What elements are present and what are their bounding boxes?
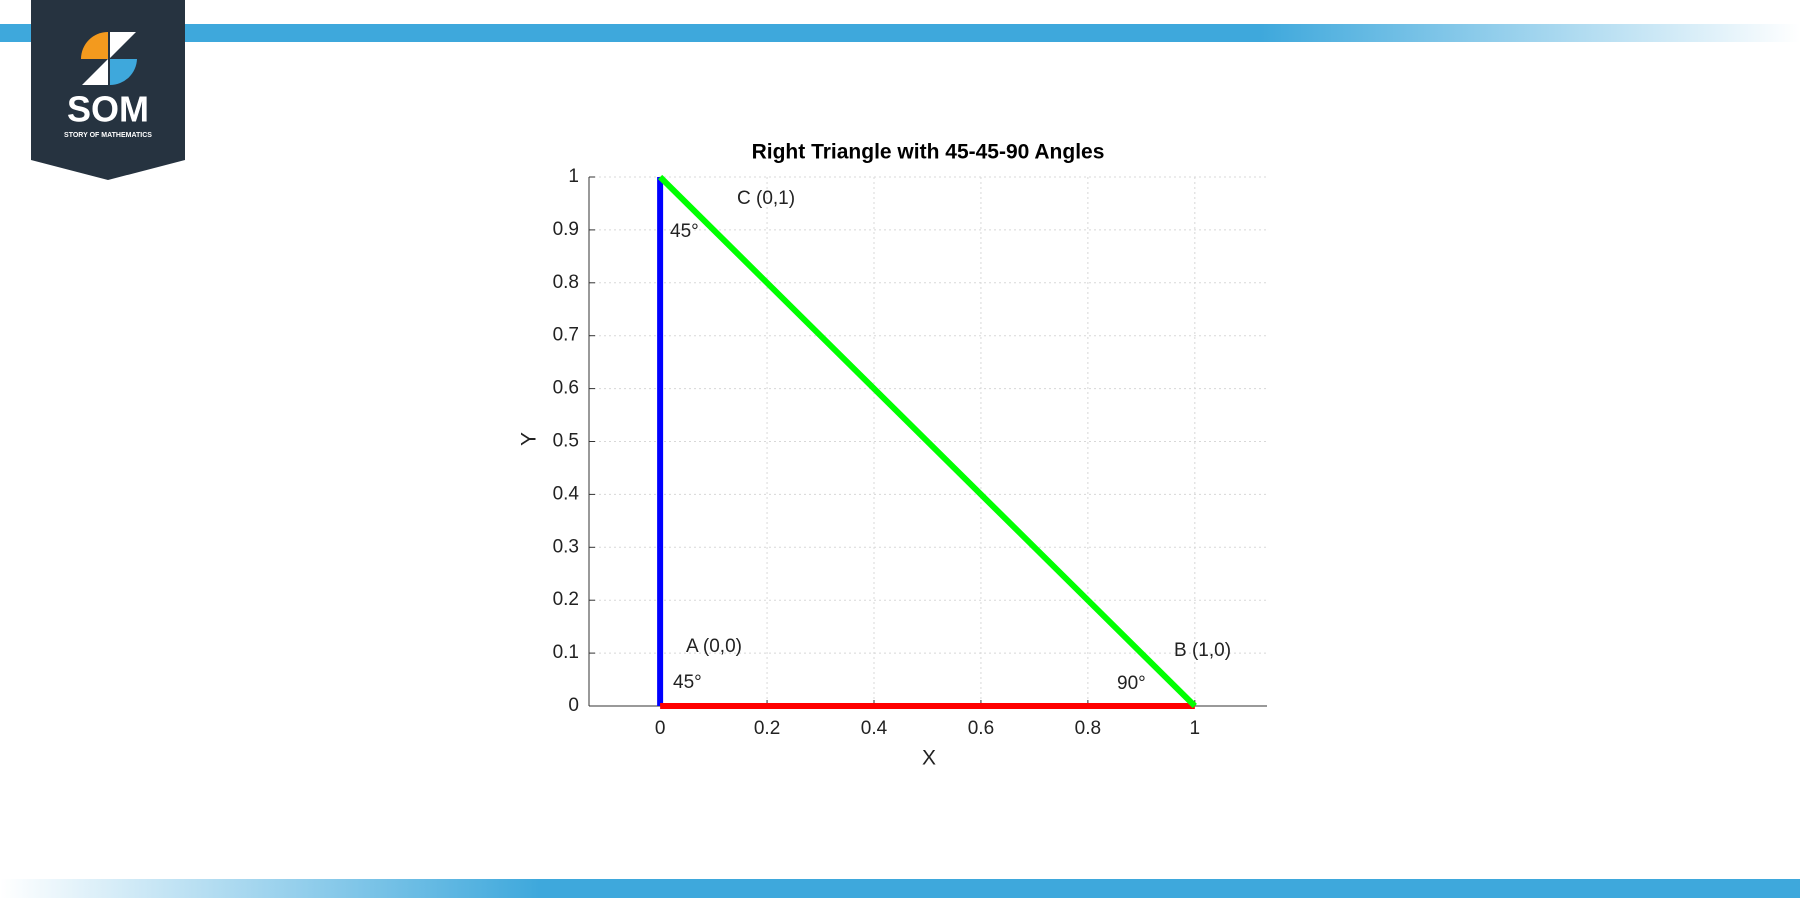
y-axis-label: Y	[518, 432, 541, 446]
logo: SOM STORY OF MATHEMATICS	[31, 0, 185, 180]
logo-piece	[110, 59, 137, 85]
logo-badge	[31, 0, 185, 180]
logo-title: SOM	[67, 89, 149, 130]
x-tick-label: 0.4	[861, 718, 888, 739]
annotation: A (0,0)	[686, 636, 742, 657]
line	[658, 174, 1197, 709]
x-tick-label: 1	[1190, 718, 1201, 739]
annotation: 45°	[673, 672, 702, 693]
logo-piece	[81, 32, 108, 59]
y-tick-label: 0.9	[553, 219, 579, 240]
annotation: 90°	[1117, 673, 1146, 694]
x-tick-label: 0.2	[754, 718, 780, 739]
y-tick-label: 0.2	[553, 589, 579, 610]
y-tick-label: 0.6	[553, 378, 579, 399]
y-tick-label: 0.5	[553, 431, 579, 452]
x-axis-label: X	[922, 747, 936, 770]
x-tick-label: 0.8	[1075, 718, 1101, 739]
logo-piece	[82, 59, 108, 85]
y-tick-label: 0.8	[553, 272, 579, 293]
y-tick-label: 0.1	[553, 642, 579, 663]
y-tick-label: 0.3	[553, 536, 579, 557]
y-tick-label: 0.4	[553, 483, 580, 504]
annotation: B (1,0)	[1174, 640, 1231, 661]
y-tick-label: 0.7	[553, 325, 579, 346]
annotation: C (0,1)	[737, 188, 795, 209]
chart-title: Right Triangle with 45-45-90 Angles	[752, 141, 1105, 164]
bottom-stripe	[0, 879, 1800, 898]
annotation: 45°	[670, 221, 699, 242]
y-tick-label: 1	[568, 166, 579, 187]
x-tick-label: 0.6	[968, 718, 994, 739]
logo-subtitle: STORY OF MATHEMATICS	[64, 132, 152, 139]
y-tick-label: 0	[568, 695, 579, 716]
logo-piece	[110, 32, 136, 58]
x-tick-label: 0	[655, 718, 666, 739]
top-stripe	[0, 24, 1800, 42]
